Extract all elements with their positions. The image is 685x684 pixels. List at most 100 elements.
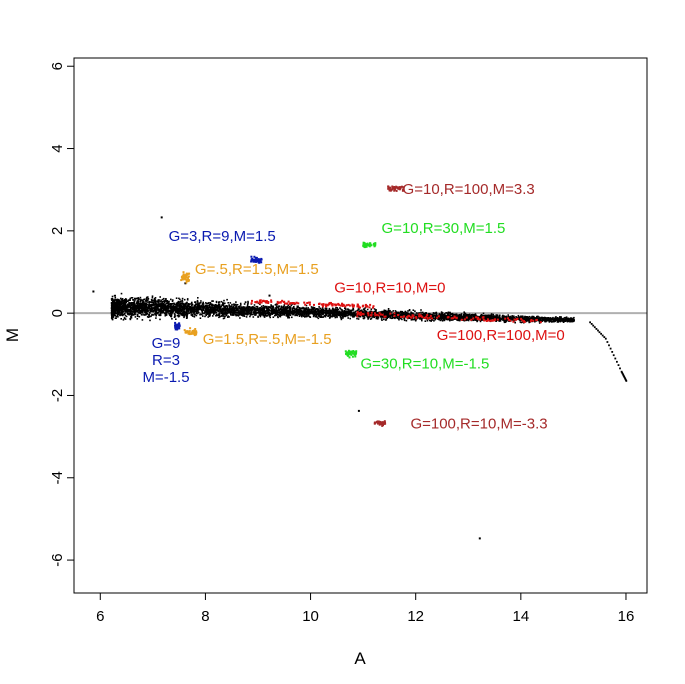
data-point: [560, 318, 563, 320]
data-point: [520, 316, 522, 319]
data-point: [469, 316, 472, 318]
data-point: [112, 308, 115, 311]
data-point: [287, 309, 290, 312]
data-point: [435, 311, 438, 314]
data-point: [382, 311, 385, 313]
data-point: [118, 301, 120, 303]
data-point: [123, 301, 126, 304]
data-point: [251, 309, 253, 312]
data-point: [124, 305, 126, 307]
data-point: [167, 311, 170, 313]
data-point: [269, 313, 271, 316]
data-point: [136, 318, 139, 320]
data-point: [383, 313, 386, 316]
data-point: [301, 315, 303, 318]
data-point: [394, 310, 397, 312]
data-point: [198, 305, 201, 307]
data-point: [263, 316, 266, 318]
data-point: [291, 312, 293, 315]
data-point: [143, 302, 146, 305]
data-point: [172, 299, 174, 302]
data-point: [314, 315, 317, 318]
data-point: [182, 313, 185, 315]
data-point: [144, 314, 147, 316]
data-point: [394, 317, 396, 320]
data-point: [344, 315, 346, 318]
data-point: [528, 320, 530, 322]
data-point: [441, 312, 444, 314]
data-point: [287, 311, 290, 313]
data-point: [534, 318, 536, 320]
data-point: [160, 302, 162, 305]
data-point: [562, 317, 564, 320]
data-point: [305, 315, 307, 318]
data-point: [115, 315, 118, 318]
data-point: [272, 306, 275, 309]
data-point: [204, 304, 207, 307]
data-point: [293, 312, 295, 315]
data-point: [521, 315, 524, 317]
data-point: [140, 309, 143, 312]
data-point: [134, 303, 136, 305]
data-point: [305, 311, 307, 313]
data-point: [172, 304, 175, 307]
data-point: [335, 312, 337, 315]
data-point: [273, 308, 276, 311]
data-point: [175, 310, 178, 312]
data-point: [167, 307, 170, 309]
data-point: [454, 314, 457, 316]
data-point: [150, 315, 152, 318]
data-point: [125, 299, 127, 301]
data-point: [345, 312, 348, 315]
data-point: [123, 299, 126, 302]
data-point: [275, 303, 278, 305]
data-point: [130, 314, 133, 316]
data-point: [160, 305, 162, 307]
data-point: [145, 311, 147, 314]
data-point: [331, 315, 334, 318]
data-point: [432, 312, 435, 314]
data-point: [358, 315, 361, 317]
data-point: [255, 314, 257, 316]
data-point: [222, 309, 225, 311]
data-point: [177, 314, 180, 317]
data-point: [270, 307, 272, 310]
data-point: [128, 310, 130, 313]
data-point: [230, 305, 232, 308]
data-point: [350, 313, 353, 316]
data-point: [499, 320, 502, 322]
data-point: [209, 303, 211, 306]
data-point: [183, 310, 186, 313]
data-point: [129, 299, 131, 301]
data-point: [279, 308, 282, 310]
data-point: [131, 308, 134, 311]
data-point: [215, 301, 218, 304]
data-point: [363, 311, 365, 314]
data-point: [120, 298, 123, 301]
data-point: [189, 306, 191, 308]
data-point: [362, 315, 364, 318]
data-point: [116, 309, 118, 311]
data-point: [300, 313, 303, 316]
data-point: [569, 318, 572, 321]
data-point: [411, 318, 414, 321]
data-point: [266, 307, 268, 310]
data-point: [163, 303, 165, 305]
data-point: [428, 315, 430, 317]
data-point: [133, 311, 135, 314]
data-point: [187, 308, 190, 311]
data-point: [131, 303, 133, 306]
data-point: [434, 317, 437, 320]
data-point: [147, 307, 149, 309]
data-point: [327, 313, 329, 315]
data-point: [495, 316, 498, 319]
data-point: [161, 310, 163, 312]
data-point: [453, 313, 456, 316]
data-point: [170, 313, 173, 316]
data-point: [491, 317, 493, 319]
data-point: [233, 311, 235, 313]
data-point: [349, 313, 351, 315]
data-point: [144, 300, 147, 302]
data-point: [118, 300, 121, 302]
data-point: [440, 314, 443, 317]
